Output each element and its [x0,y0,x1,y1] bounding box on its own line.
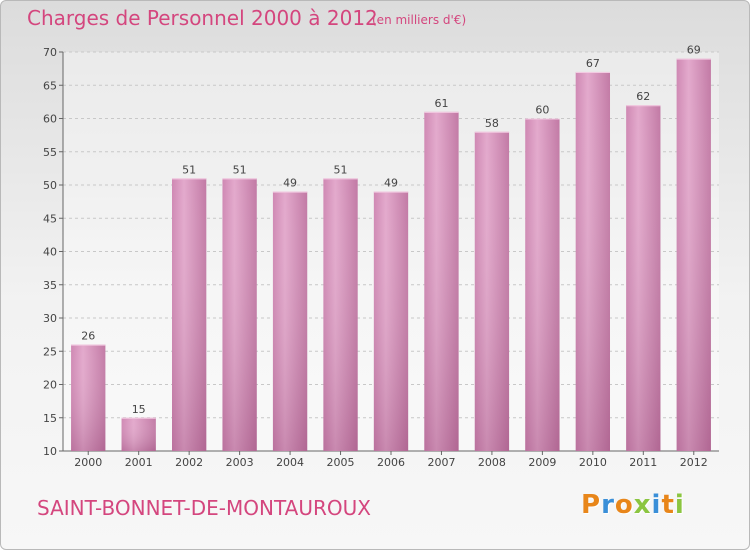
x-tick-label: 2009 [528,456,556,469]
y-tick-label: 55 [43,146,57,159]
bar-shade-2002 [171,178,207,451]
value-label: 51 [182,163,196,176]
y-tick-label: 15 [43,412,57,425]
x-tick-label: 2007 [427,456,455,469]
x-tick-label: 2010 [579,456,607,469]
bar-shade-2001 [121,417,156,451]
bar-shade-2012 [676,58,711,452]
y-tick-label: 70 [43,46,57,59]
value-label: 61 [434,97,448,110]
logo-letter: i [651,490,662,520]
value-label: 15 [132,403,146,416]
x-tick-label: 2011 [629,456,657,469]
value-label: 69 [687,44,701,57]
logo-letter: P [581,490,602,520]
y-tick-label: 35 [43,279,57,292]
x-tick-label: 2002 [175,456,203,469]
value-label: 26 [81,330,95,343]
x-tick-label: 2003 [226,456,254,469]
value-label: 67 [586,57,600,70]
x-tick-label: 2008 [478,456,506,469]
y-tick-label: 45 [43,212,57,225]
x-tick-label: 2001 [125,456,153,469]
x-tick-label: 2012 [680,456,708,469]
x-tick-label: 2005 [327,456,355,469]
logo-letter: i [674,490,685,520]
y-tick-label: 30 [43,312,57,325]
y-tick-label: 20 [43,379,57,392]
y-tick-label: 25 [43,345,57,358]
bar-shade-2011 [626,105,661,451]
bar-chart: 10 15 20 25 30 35 40 45 50 55 60 65 70 2000 2001 2002 20… [43,44,719,469]
logo-letter: r [601,490,615,520]
y-tick-label: 60 [43,113,57,126]
value-label: 49 [384,177,398,190]
chart-title: Charges de Personnel 2000 à 2012 [27,6,378,30]
proxiti-logo: Proxiti [581,490,685,520]
logo-letter: o [614,490,634,520]
chart-subtitle: (en milliers d'€) [372,13,467,27]
x-tick-label: 2004 [276,456,304,469]
value-label: 62 [636,90,650,103]
value-label: 49 [283,177,297,190]
x-tick-label: 2000 [74,456,102,469]
bar-shade-2003 [222,178,257,451]
bar-shade-2010 [575,71,611,451]
bar-shade-2007 [424,111,459,451]
y-tick-label: 40 [43,246,57,259]
y-tick-label: 50 [43,179,57,192]
value-label: 51 [233,163,247,176]
x-tick-label: 2006 [377,456,405,469]
bars [71,58,711,452]
value-labels: 26 15 51 51 49 51 49 61 58 60 67 62 69 [81,44,701,416]
value-label: 60 [535,104,549,117]
value-label: 58 [485,117,499,130]
logo-letter: x [633,490,652,520]
bar-shade-2004 [272,191,308,451]
bar-shade-2009 [525,118,560,451]
bar-shade-2005 [323,178,358,451]
commune-name: SAINT-BONNET-DE-MONTAUROUX [37,496,371,520]
bar-shade-2008 [474,131,510,452]
value-label: 51 [334,163,348,176]
bar-shade-2006 [373,191,409,451]
y-tick-label: 10 [43,445,57,458]
y-tick-label: 65 [43,79,57,92]
axes: 10 15 20 25 30 35 40 45 50 55 60 65 70 2000 2001 2002 20… [43,46,719,469]
logo-letter: t [661,490,675,520]
bar-shade-2000 [71,344,106,451]
